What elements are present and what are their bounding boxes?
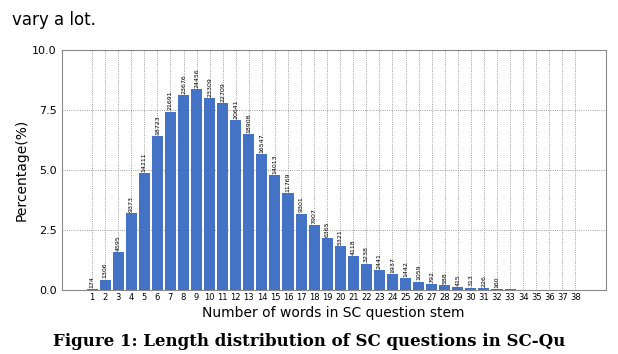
- Text: 1059: 1059: [416, 265, 421, 280]
- Bar: [321, 238, 332, 290]
- Bar: [465, 288, 476, 290]
- Text: 4118: 4118: [351, 240, 356, 255]
- Bar: [348, 256, 359, 290]
- Text: 226: 226: [481, 275, 486, 287]
- Bar: [400, 278, 411, 290]
- Bar: [230, 120, 241, 290]
- Text: 24456: 24456: [194, 68, 199, 87]
- X-axis label: Number of words in SC question stem: Number of words in SC question stem: [203, 306, 465, 320]
- Bar: [139, 173, 150, 290]
- Text: 6365: 6365: [324, 221, 329, 236]
- Text: 3238: 3238: [364, 246, 369, 262]
- Bar: [87, 289, 98, 290]
- Text: vary a lot.: vary a lot.: [12, 11, 96, 29]
- Text: 2441: 2441: [377, 253, 382, 269]
- Text: 160: 160: [494, 276, 499, 288]
- Bar: [125, 213, 137, 290]
- Text: 313: 313: [468, 275, 473, 286]
- Bar: [413, 281, 424, 290]
- Text: 1306: 1306: [103, 263, 108, 278]
- Bar: [308, 225, 320, 290]
- Bar: [269, 175, 281, 290]
- Bar: [282, 193, 294, 290]
- Text: 23676: 23676: [181, 74, 186, 94]
- Text: 9373: 9373: [129, 196, 133, 212]
- Text: 18723: 18723: [155, 115, 160, 135]
- Text: Figure 1: Length distribution of SC questions in SC-Qu: Figure 1: Length distribution of SC ques…: [53, 333, 565, 350]
- Text: 20641: 20641: [233, 99, 239, 119]
- Bar: [426, 284, 438, 290]
- Text: 5321: 5321: [338, 229, 343, 245]
- Text: 11769: 11769: [286, 172, 290, 192]
- Bar: [295, 213, 307, 290]
- Bar: [217, 103, 228, 290]
- Text: 792: 792: [429, 270, 434, 282]
- Bar: [374, 270, 385, 290]
- Bar: [335, 246, 346, 290]
- Bar: [439, 285, 451, 290]
- Bar: [361, 264, 372, 290]
- Text: 7907: 7907: [311, 208, 316, 224]
- Text: 23309: 23309: [207, 77, 212, 97]
- Text: 14211: 14211: [142, 152, 147, 172]
- Text: 14013: 14013: [273, 154, 277, 173]
- Text: 1442: 1442: [403, 261, 408, 277]
- Text: 21691: 21691: [168, 91, 173, 110]
- Text: 16547: 16547: [260, 133, 265, 153]
- Bar: [491, 289, 502, 290]
- Bar: [152, 136, 163, 290]
- Y-axis label: Percentage(%): Percentage(%): [14, 119, 28, 221]
- Bar: [99, 280, 111, 290]
- Text: 9301: 9301: [298, 197, 303, 212]
- Text: 4595: 4595: [116, 235, 121, 251]
- Bar: [504, 289, 515, 290]
- Text: 415: 415: [455, 274, 460, 286]
- Text: 174: 174: [90, 276, 95, 288]
- Text: 588: 588: [442, 273, 447, 284]
- Bar: [204, 98, 215, 290]
- Text: 18908: 18908: [247, 114, 252, 133]
- Bar: [178, 95, 189, 290]
- Bar: [256, 154, 268, 290]
- Bar: [112, 252, 124, 290]
- Bar: [243, 135, 255, 290]
- Text: 1937: 1937: [390, 257, 395, 273]
- Text: 22709: 22709: [220, 82, 225, 102]
- Bar: [387, 274, 398, 290]
- Bar: [191, 89, 202, 290]
- Bar: [165, 112, 176, 290]
- Bar: [478, 289, 489, 290]
- Bar: [452, 287, 464, 290]
